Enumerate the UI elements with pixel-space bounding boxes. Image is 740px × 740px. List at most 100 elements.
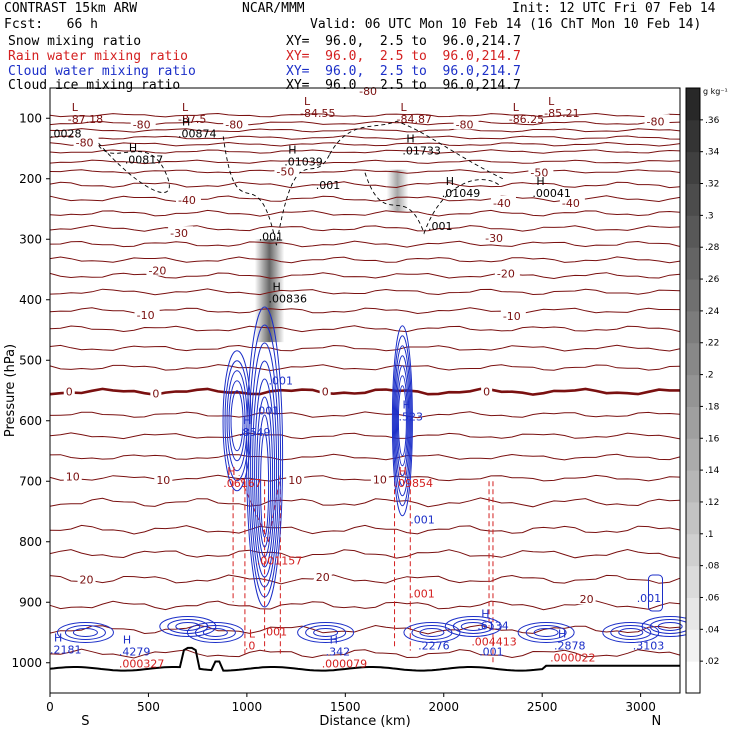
extremum-marker: H [227,465,235,478]
extremum-value: .06167 [223,477,262,490]
cloud-water-contour [258,414,272,548]
extremum-value: .00836 [269,293,308,306]
colorbar-unit: g kg⁻¹ [703,87,728,96]
field-xy-snow: XY= 96.0, 2.5 to 96.0,214.7 [286,34,521,49]
isotherm-label-bg [453,117,479,130]
extremum-value: .001 [410,587,435,600]
extremum-value: .001 [263,625,288,638]
extremum-marker: L [513,101,520,114]
isotherm-label: 10 [66,470,80,483]
cloud-water-contour [252,360,278,578]
isotherm-label: 10 [156,474,170,487]
isotherm-label-bg [370,472,389,485]
cloud-water-contour [460,621,486,631]
isotherm-line [49,474,681,482]
cloud-water-contour [618,628,644,637]
isotherm-label-bg [528,165,554,178]
isotherm-label-bg [286,473,305,486]
extremum-value: .01039 [284,155,323,168]
field-name-cloudwater: Cloud water mixing ratio [8,64,196,79]
isotherm-label: -50 [276,165,294,178]
isotherm-label: -30 [485,232,503,245]
cloud-water-contour [403,622,461,643]
cloud-water-contour [395,365,409,477]
cloud-water-contour [194,625,236,640]
colorbar-segment [686,88,700,121]
snow-shading-layer [254,169,409,343]
cloud-water-contour [230,390,244,452]
colorbar-segment [686,183,700,216]
isotherm-line [49,135,681,140]
extremum-value: -87.18 [68,113,103,126]
isotherm-line [49,224,681,232]
extremum-value: .001 [637,592,662,605]
colorbar-tick-label: .18 [705,402,720,412]
isotherm-label-bg [130,117,156,130]
extremum-value: .01733 [402,144,441,157]
cloud-water-contour [419,628,445,637]
extremum-marker: H [273,281,281,294]
isotherm-label: -40 [178,194,196,207]
extremum-value: .00041 [532,187,571,200]
y-tick-label: 700 [19,474,42,488]
colorbar-tick-label: .04 [705,625,720,635]
extremum-value: -84.87 [397,113,432,126]
x-tick-label: 0 [46,700,54,714]
extremum-marker: L [182,101,189,114]
y-tick-label: 600 [19,414,42,428]
x-tick-label: 2500 [527,700,558,714]
extremum-marker: L [304,95,311,108]
extremum-value: .2878 [554,639,586,652]
colorbar-segment [686,151,700,185]
colorbar-segment [686,438,700,471]
extremum-marker: L [548,95,555,108]
colorbar-tick-label: .14 [705,466,720,476]
isotherm-label: -10 [137,309,155,322]
isotherm-label: -20 [148,265,166,278]
colorbar-tick-label: .02 [705,657,719,667]
colorbar-tick-label: .3 [705,211,714,221]
cloud-water-contour [517,622,575,643]
x-axis-label: Distance (km) [319,714,410,729]
isotherm-label: 0 [483,386,490,399]
isotherm-line [49,524,681,535]
forecast-hour: Fcst: 66 h [4,17,98,32]
extremum-value: .004413 [471,636,517,649]
extremum-value: .001 [316,179,341,192]
isotherm-line [49,600,681,611]
x-tick-label: 3000 [625,700,656,714]
y-tick-label: 400 [19,293,42,307]
isotherm-label: 0 [66,386,73,399]
extremum-marker: L [72,101,79,114]
isotherm-label: 0 [152,388,159,401]
extremum-value: .001 [428,220,453,233]
colorbar-tick-label: .06 [705,593,720,603]
extremum-marker: H [558,627,566,640]
isotherm-label-bg [319,384,331,397]
isotherm-line [49,648,681,659]
cloud-ice-contour [94,139,170,194]
y-tick-label: 1000 [11,656,42,670]
colorbar-segment [686,565,700,598]
y-tick-label: 200 [19,172,42,186]
extremum-value: .342 [326,645,351,658]
extremum-value: .001 [269,374,294,387]
isotherm-label: -10 [503,310,521,323]
cloud-water-contour [392,335,412,507]
extremum-value: .4279 [119,645,151,658]
x-tick-label: 500 [137,700,160,714]
colorbar-segment [686,629,700,662]
isotherm-line [49,432,681,440]
colorbar-segment [686,501,700,535]
cloud-water-contour [393,345,411,497]
isotherm-label-bg [168,226,194,239]
south-label: S [81,714,89,729]
cloud-water-contour [186,622,244,643]
valid-time: Valid: 06 UTC Mon 10 Feb 14 (16 ChT Mon … [310,17,702,32]
isotherm-label-bg [150,386,162,399]
isotherm-line [49,195,681,203]
isotherm-label-bg [73,135,99,148]
extremum-marker: H [123,633,131,646]
isotherm-label: -80 [359,85,377,98]
